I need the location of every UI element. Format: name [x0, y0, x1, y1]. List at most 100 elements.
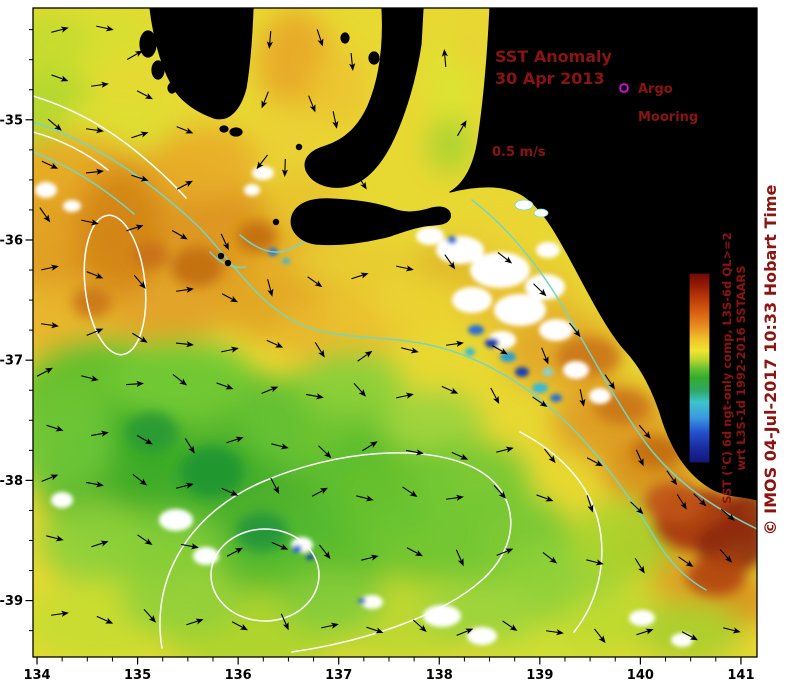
- colorbar-tick-label: -2: [717, 418, 731, 433]
- current-vector-arrow: [176, 180, 193, 190]
- vector-head-icon: [105, 617, 114, 624]
- current-vector-arrow: [126, 224, 144, 232]
- current-vector-arrow: [490, 387, 500, 404]
- data-speck: [470, 252, 530, 288]
- current-vector-arrow: [361, 554, 379, 561]
- current-vector-arrow: [402, 486, 418, 498]
- current-vector-arrow: [319, 544, 331, 560]
- vector-head-icon: [330, 622, 339, 629]
- current-vector-arrow: [316, 29, 324, 47]
- sst-field-blob: [686, 556, 746, 596]
- y-tick-label: -36: [0, 233, 23, 248]
- current-vector-arrow: [456, 628, 474, 636]
- vector-shaft: [321, 624, 334, 629]
- current-vector-arrow: [176, 126, 194, 134]
- vector-shaft: [51, 613, 64, 616]
- vector-shaft: [491, 345, 503, 352]
- current-vector-arrow: [96, 615, 114, 624]
- vector-head-icon: [270, 386, 279, 393]
- vector-head-icon: [332, 120, 339, 129]
- data-speck: [292, 545, 302, 553]
- vector-shaft: [270, 477, 277, 489]
- vector-shaft: [176, 183, 188, 190]
- sst-field-blob: [110, 338, 254, 422]
- missing-data-and-cold-specks-layer: [35, 166, 693, 647]
- data-speck: [494, 294, 546, 326]
- vector-shaft: [579, 389, 584, 402]
- current-vector-arrow: [533, 283, 547, 297]
- vector-shaft: [406, 547, 418, 554]
- vector-head-icon: [410, 347, 419, 354]
- vector-shaft: [46, 424, 59, 430]
- vector-shaft: [51, 74, 64, 80]
- current-vector-arrow: [91, 81, 109, 88]
- vector-shaft: [126, 226, 139, 232]
- vector-shaft: [132, 332, 143, 341]
- vector-head-icon: [179, 233, 188, 240]
- vector-head-icon: [689, 633, 698, 641]
- vector-shaft: [36, 370, 48, 377]
- vector-shaft: [456, 630, 468, 636]
- vector-shaft: [41, 160, 53, 167]
- vector-head-icon: [375, 627, 384, 634]
- colorbar-tick-label: 0: [717, 360, 726, 375]
- vector-shaft: [51, 28, 64, 33]
- vector-head-icon: [504, 256, 513, 264]
- x-tick-label: 140: [627, 668, 654, 683]
- data-speck: [550, 394, 562, 402]
- sst-field-blob: [237, 221, 277, 253]
- vector-shaft: [332, 111, 337, 124]
- sst-field-blob: [370, 268, 470, 332]
- vector-shaft: [125, 383, 139, 386]
- vector-shaft: [444, 254, 453, 265]
- current-vector-arrow: [351, 272, 369, 280]
- current-vector-arrow: [446, 340, 464, 347]
- current-vector-arrow: [497, 252, 513, 264]
- current-vector-arrow: [85, 168, 104, 175]
- vector-head-icon: [323, 450, 332, 459]
- vector-head-icon: [323, 551, 331, 560]
- vector-scale-arrowhead-icon: [537, 117, 550, 127]
- current-vector-arrow: [36, 367, 53, 377]
- data-speck: [306, 554, 314, 560]
- vector-head-icon: [138, 281, 146, 289]
- vector-shaft: [457, 125, 464, 137]
- data-speck: [358, 598, 366, 604]
- vector-shaft: [259, 154, 268, 165]
- vector-head-icon: [185, 482, 194, 489]
- x-axis: 134 135 136 137 138 139 140 141: [23, 657, 755, 683]
- vector-shaft: [586, 495, 592, 508]
- current-vector-arrow: [261, 91, 269, 109]
- current-vector-arrow: [172, 374, 188, 386]
- vector-head-icon: [460, 120, 467, 129]
- vector-head-icon: [450, 387, 459, 394]
- vector-head-icon: [492, 395, 500, 404]
- sst-field-blob: [380, 390, 484, 454]
- current-vector-arrow: [396, 265, 414, 272]
- vector-head-icon: [349, 63, 356, 71]
- current-vector-arrow: [332, 111, 339, 129]
- current-vector-arrow: [186, 618, 204, 626]
- vector-head-icon: [179, 378, 188, 386]
- vector-shaft: [544, 448, 553, 459]
- vector-head-icon: [195, 618, 204, 625]
- vector-shaft: [723, 627, 736, 632]
- vector-shaft: [176, 484, 189, 489]
- current-vector-arrow: [41, 322, 59, 329]
- current-vector-arrow: [532, 396, 548, 408]
- vector-head-icon: [282, 622, 289, 631]
- current-vector-arrow: [171, 230, 188, 240]
- vector-head-icon: [405, 265, 414, 272]
- colorbar-ticks: 3 2 1 0 -1 -2 -3: [710, 273, 731, 462]
- vector-head-icon: [318, 349, 325, 358]
- y-tick-label: -35: [0, 113, 23, 128]
- vector-head-icon: [441, 49, 448, 57]
- vector-shaft: [132, 474, 143, 483]
- vector-head-icon: [100, 430, 109, 437]
- current-vector-arrow: [221, 487, 239, 496]
- legend-mooring-label: Mooring: [638, 110, 698, 125]
- data-speck: [416, 227, 444, 245]
- vector-shaft: [172, 374, 183, 383]
- vector-head-icon: [140, 131, 149, 138]
